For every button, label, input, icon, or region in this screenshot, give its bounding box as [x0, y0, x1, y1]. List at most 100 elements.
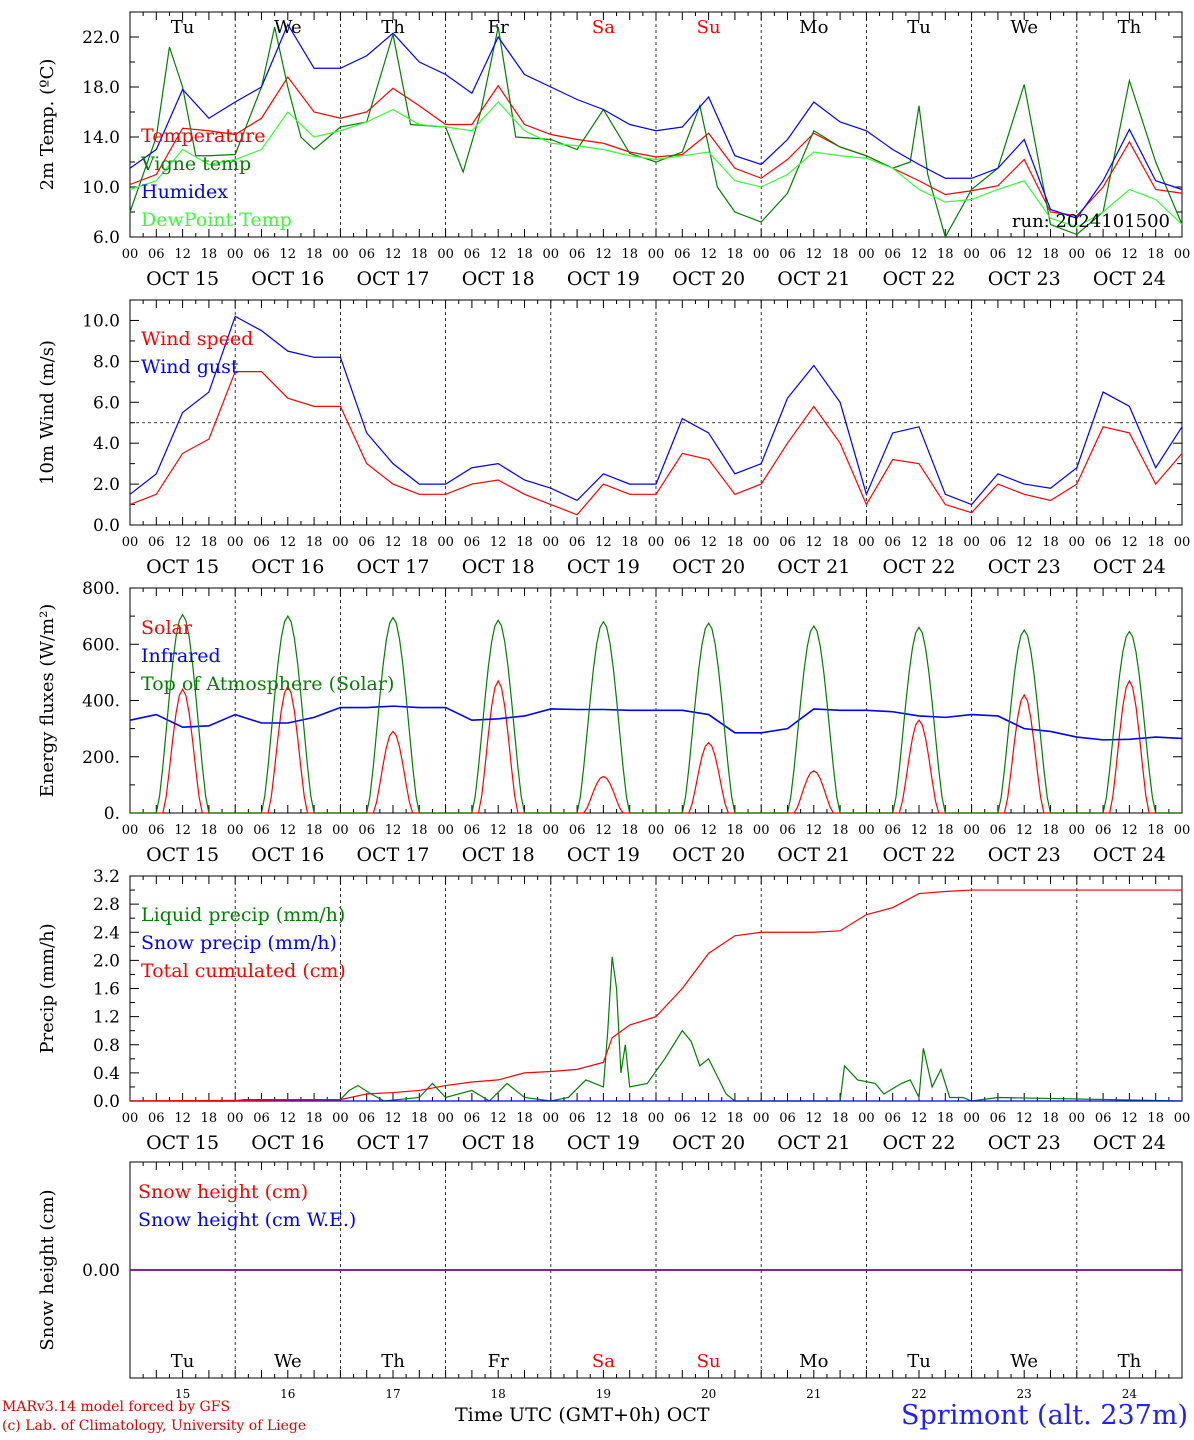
chart-panel-5	[129, 1161, 1183, 1379]
x-hour-label: 06	[674, 823, 691, 838]
run-label: run: 2024101500	[1012, 211, 1170, 232]
y-axis-label: Precip (mm/h)	[37, 923, 58, 1053]
x-hour-label: 00	[1069, 823, 1086, 838]
x-hour-label: 18	[727, 823, 744, 838]
x-hour-label: 12	[174, 823, 191, 838]
x-hour-label: 00	[543, 247, 560, 262]
x-hour-label: 00	[332, 823, 349, 838]
x-hour-label: 18	[411, 247, 428, 262]
x-date-label: OCT 18	[462, 1132, 535, 1154]
x-hour-label: 12	[911, 823, 928, 838]
x-hour-label: 06	[569, 823, 586, 838]
legend-entry: Wind speed	[141, 328, 253, 350]
x-hour-label: 18	[832, 535, 849, 550]
x-hour-label: 18	[306, 535, 323, 550]
x-hour-label: 12	[700, 247, 717, 262]
x-hour-label: 12	[1016, 247, 1033, 262]
x-hour-label: 18	[621, 823, 638, 838]
x-hour-label: 06	[884, 1111, 901, 1126]
x-hour-label: 00	[648, 823, 665, 838]
x-hour-label: 06	[779, 823, 796, 838]
x-hour-label: 00	[332, 1111, 349, 1126]
x-hour-label: 00	[1174, 823, 1191, 838]
x-hour-label: 00	[122, 1111, 139, 1126]
y-tick-label: 6.0	[93, 228, 120, 248]
x-date-label: OCT 19	[567, 268, 640, 290]
x-hour-label: 06	[358, 1111, 375, 1126]
x-hour-label: 18	[1042, 247, 1059, 262]
x-hour-label: 06	[884, 535, 901, 550]
x-hour-label: 12	[385, 247, 402, 262]
x-hour-label: 12	[595, 535, 612, 550]
chart-panel-4	[129, 875, 1183, 1102]
day-of-week-label: Sa	[592, 17, 615, 38]
x-hour-label: 00	[753, 535, 770, 550]
y-tick-label: 10.0	[82, 311, 120, 331]
x-date-label: OCT 18	[462, 844, 535, 866]
x-hour-label: 00	[122, 247, 139, 262]
x-date-label: OCT 24	[1093, 1132, 1166, 1154]
x-hour-label: 06	[990, 1111, 1007, 1126]
legend-entry: Vigne temp	[140, 153, 251, 175]
y-tick-label: 18.0	[82, 78, 120, 98]
x-date-label: OCT 15	[146, 268, 219, 290]
x-hour-label: 00	[332, 247, 349, 262]
x-hour-label: 00	[753, 1111, 770, 1126]
x-hour-label: 06	[990, 247, 1007, 262]
x-hour-label: 06	[358, 823, 375, 838]
x-date-label: OCT 23	[988, 1132, 1061, 1154]
y-tick-label: 0.0	[93, 516, 120, 536]
x-date-label: OCT 20	[672, 844, 745, 866]
x-hour-label: 06	[779, 535, 796, 550]
x-hour-label: 18	[727, 535, 744, 550]
x-hour-label: 06	[358, 247, 375, 262]
y-tick-label: 10.0	[82, 178, 120, 198]
series-line-green	[130, 956, 1183, 1102]
x-hour-label: 00	[1174, 535, 1191, 550]
x-hour-label: 00	[543, 823, 560, 838]
x-hour-label: 06	[674, 535, 691, 550]
x-date-label: OCT 16	[251, 268, 324, 290]
x-hour-label: 12	[385, 535, 402, 550]
day-of-week-label: Tu	[171, 17, 195, 38]
legend-entry: Wind gust	[141, 356, 239, 378]
day-number-label: 16	[280, 1387, 295, 1401]
x-date-label: OCT 21	[777, 268, 850, 290]
x-hour-label: 12	[700, 823, 717, 838]
x-hour-label: 06	[569, 247, 586, 262]
station-name: Sprimont (alt. 237m)	[901, 1400, 1188, 1431]
x-hour-label: 06	[569, 1111, 586, 1126]
y-tick-label: 0.	[104, 804, 120, 824]
day-of-week-label: Mo	[799, 17, 828, 38]
x-hour-label: 12	[1121, 823, 1138, 838]
x-hour-label: 18	[727, 1111, 744, 1126]
day-number-label: 23	[1017, 1387, 1032, 1401]
day-number-label: 24	[1122, 1387, 1138, 1401]
x-hour-label: 06	[990, 823, 1007, 838]
day-of-week-label: Fr	[488, 1351, 509, 1372]
x-hour-label: 06	[1095, 823, 1112, 838]
y-tick-label: 0.0	[93, 1092, 120, 1112]
y-tick-label: 1.6	[93, 980, 120, 1000]
x-date-label: OCT 18	[462, 268, 535, 290]
x-hour-label: 00	[963, 535, 980, 550]
y-tick-label: 2.8	[93, 895, 120, 915]
x-hour-label: 18	[937, 535, 954, 550]
day-of-week-label: Th	[1118, 1351, 1142, 1372]
x-hour-label: 00	[543, 1111, 560, 1126]
x-date-label: OCT 22	[882, 556, 955, 578]
day-of-week-label: Tu	[907, 1351, 931, 1372]
x-hour-label: 00	[648, 247, 665, 262]
y-tick-label: 2.4	[93, 923, 120, 943]
day-of-week-label: Mo	[799, 1351, 828, 1372]
x-hour-label: 06	[779, 247, 796, 262]
x-date-label: OCT 23	[988, 556, 1061, 578]
x-hour-label: 18	[516, 823, 533, 838]
x-hour-label: 06	[779, 1111, 796, 1126]
x-hour-label: 12	[1121, 535, 1138, 550]
x-date-label: OCT 17	[356, 1132, 429, 1154]
x-hour-label: 12	[1016, 823, 1033, 838]
x-hour-label: 06	[464, 823, 481, 838]
y-axis-label: Snow height (cm)	[37, 1189, 58, 1350]
series-line-green	[129, 26, 1183, 239]
